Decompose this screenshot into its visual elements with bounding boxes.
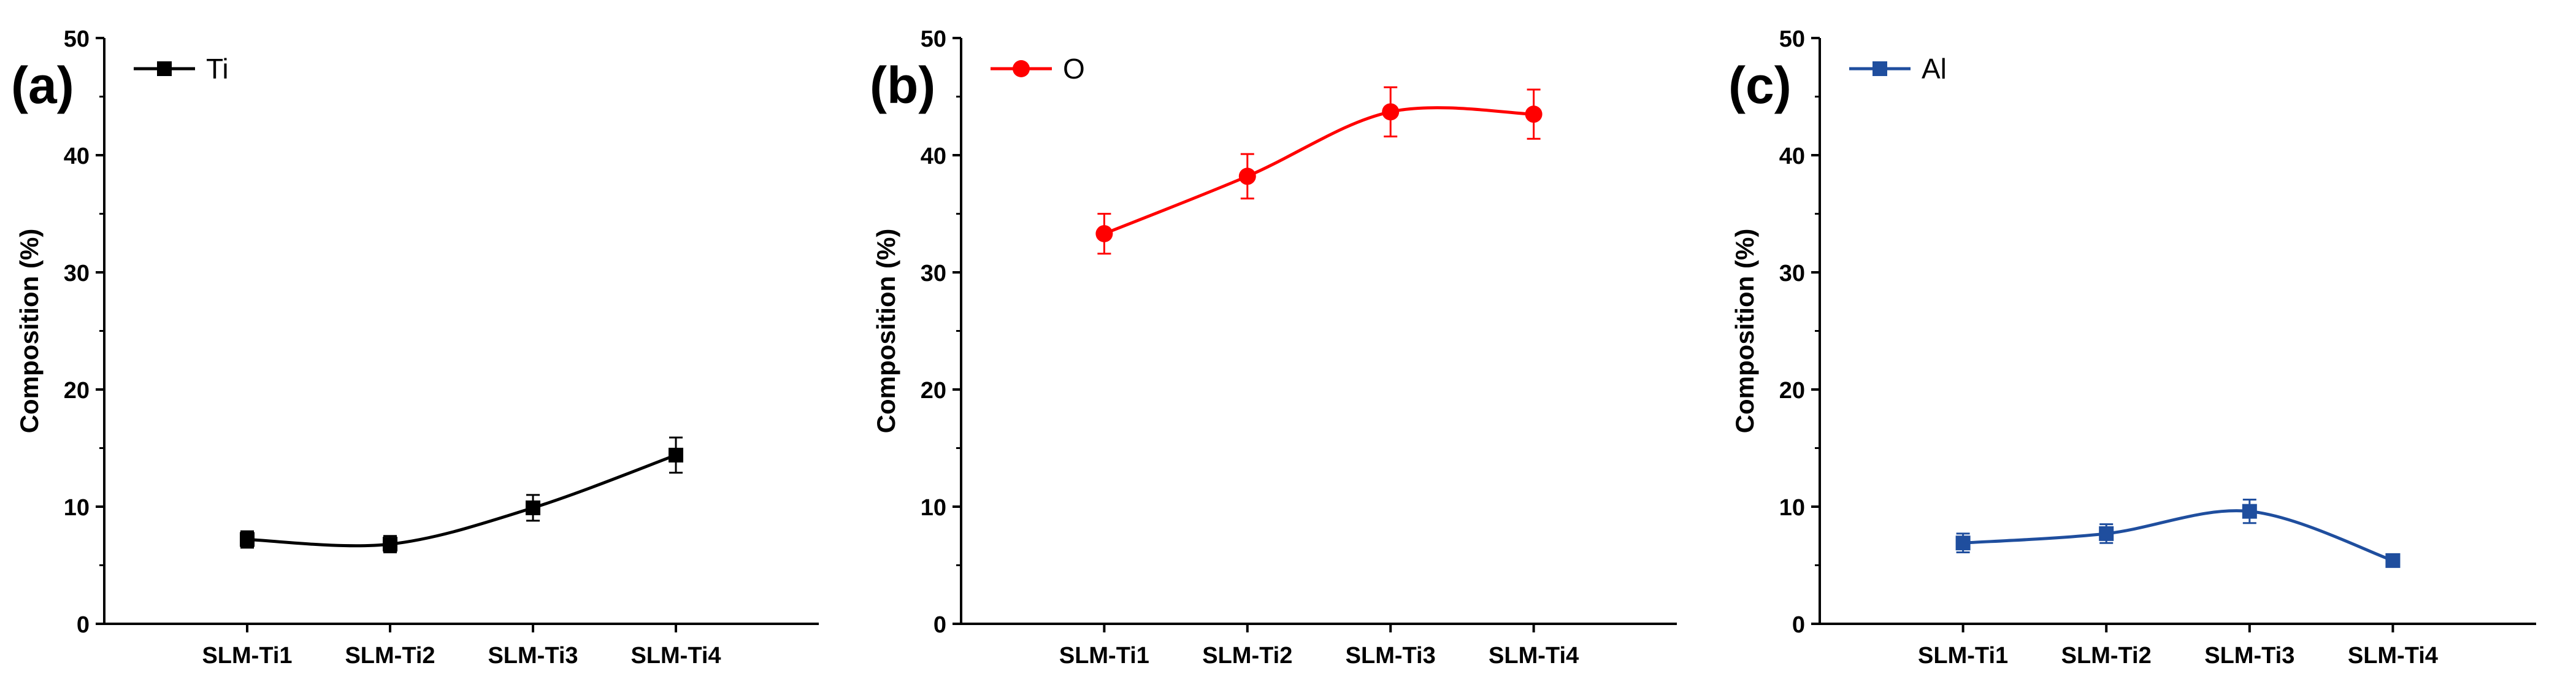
legend-marker <box>1013 60 1030 77</box>
data-point <box>1955 535 1971 551</box>
legend-label: Al <box>1922 53 1947 85</box>
panel-label: (c) <box>1728 56 1792 114</box>
y-tick-label: 40 <box>64 144 90 169</box>
x-tick-label: SLM-Ti3 <box>1346 643 1436 669</box>
y-tick-label: 30 <box>921 261 946 286</box>
legend-label: O <box>1063 53 1085 85</box>
data-point <box>526 500 540 515</box>
data-point <box>1238 167 1256 185</box>
x-tick-label: SLM-Ti4 <box>631 643 721 669</box>
legend-label: Ti <box>206 53 229 85</box>
data-point <box>1382 103 1400 121</box>
y-tick-label: 50 <box>921 26 946 52</box>
data-point <box>1095 225 1113 242</box>
y-tick-label: 40 <box>921 144 946 169</box>
y-tick-label: 0 <box>77 612 90 638</box>
x-tick-label: SLM-Ti1 <box>1918 643 2008 669</box>
y-tick-label: 50 <box>64 26 90 52</box>
series-line <box>1963 509 2394 562</box>
panel-b: 0 10 20 30 40 50 SLM-Ti1 SLM-Ti2 SLM-Ti3 SLM-Ti4 C… <box>870 26 1677 669</box>
y-tick-label: 10 <box>921 495 946 521</box>
y-tick-label: 30 <box>1779 261 1805 286</box>
y-tick-label: 20 <box>64 378 90 404</box>
data-point <box>2242 504 2257 519</box>
y-tick-label: 0 <box>933 612 946 638</box>
x-tick-label: SLM-Ti4 <box>1489 643 1579 669</box>
y-axis-label: Composition (%) <box>872 229 900 434</box>
y-axis-label: Composition (%) <box>15 229 44 434</box>
series-line <box>1103 106 1534 236</box>
y-axis-label: Composition (%) <box>1730 229 1759 434</box>
data-point <box>383 537 397 552</box>
data-point <box>1525 106 1543 123</box>
x-tick-label: SLM-Ti1 <box>202 643 292 669</box>
x-tick-label: SLM-Ti4 <box>2348 643 2438 669</box>
x-tick-label: SLM-Ti2 <box>1202 643 1292 669</box>
data-point <box>2099 526 2114 541</box>
y-tick-label: 50 <box>1779 26 1805 52</box>
legend-marker <box>1873 61 1887 76</box>
x-tick-label: SLM-Ti1 <box>1059 643 1149 669</box>
y-tick-label: 10 <box>64 495 90 521</box>
x-tick-label: SLM-Ti2 <box>345 643 435 669</box>
panel-label: (a) <box>11 56 74 114</box>
panel-a: 0 10 20 30 40 50 SLM-Ti1 SLM-Ti2 SLM-Ti3 SLM-Ti4 C… <box>11 26 819 669</box>
y-tick-label: 20 <box>921 378 946 404</box>
data-point <box>2385 553 2401 568</box>
series-line <box>247 453 677 548</box>
x-tick-label: SLM-Ti3 <box>488 643 578 669</box>
y-tick-label: 20 <box>1779 378 1805 404</box>
y-tick-label: 0 <box>1792 612 1805 638</box>
panel-c: 0 10 20 30 40 50 SLM-Ti1 SLM-Ti2 SLM-Ti3 SLM-Ti4 C… <box>1728 26 2536 669</box>
x-tick-label: SLM-Ti3 <box>2204 643 2294 669</box>
y-tick-label: 30 <box>64 261 90 286</box>
y-tick-label: 40 <box>1779 144 1805 169</box>
y-tick-label: 10 <box>1779 495 1805 521</box>
data-point <box>240 532 255 547</box>
legend-marker <box>157 61 172 76</box>
data-point <box>669 447 683 462</box>
panel-label: (b) <box>870 56 935 114</box>
x-tick-label: SLM-Ti2 <box>2061 643 2152 669</box>
